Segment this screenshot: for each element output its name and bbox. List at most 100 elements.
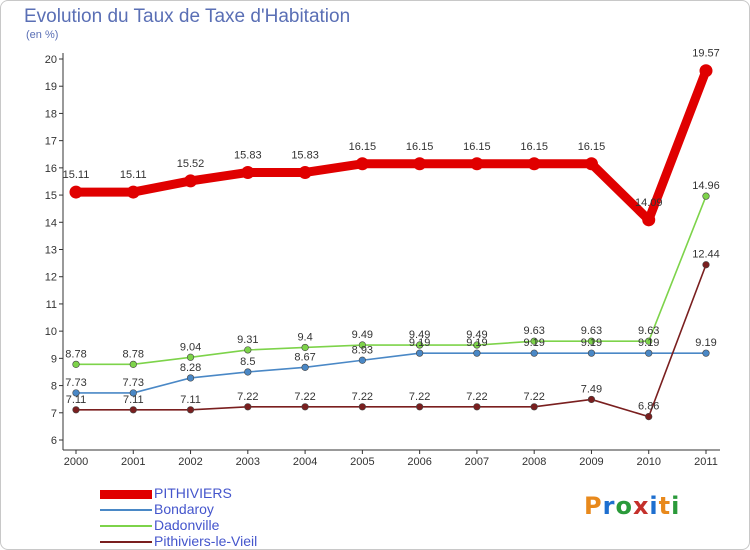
data-label-pithiviers-le-vieil: 7.22 xyxy=(466,391,487,403)
x-tick-label: 2004 xyxy=(293,456,317,468)
legend-swatch xyxy=(100,525,152,527)
series-line-bondaroy xyxy=(75,352,707,394)
data-label-bondaroy: 9.19 xyxy=(409,337,430,349)
data-label-bondaroy: 8.5 xyxy=(240,356,255,368)
legend-swatch xyxy=(100,509,152,511)
data-label-pithiviers-le-vieil: 7.22 xyxy=(237,391,258,403)
data-point-pithiviers xyxy=(241,165,255,179)
data-label-pithiviers: 15.11 xyxy=(120,169,147,181)
data-point-pithiviers-le-vieil xyxy=(702,261,710,269)
data-label-pithiviers-le-vieil: 6.86 xyxy=(638,401,659,413)
data-point-bondaroy xyxy=(702,349,710,357)
data-label-pithiviers: 16.15 xyxy=(349,141,377,153)
series-line-pithiviers-le-vieil xyxy=(75,263,707,418)
data-point-pithiviers-le-vieil xyxy=(587,395,596,404)
data-label-pithiviers: 15.83 xyxy=(291,149,319,161)
data-label-pithiviers-le-vieil: 7.11 xyxy=(180,394,201,406)
data-point-dadonville xyxy=(72,360,80,368)
data-label-dadonville: 9.49 xyxy=(409,329,430,341)
y-tick-label: 8 xyxy=(51,381,57,393)
x-tick-label: 2001 xyxy=(121,456,145,468)
x-tick-label: 2005 xyxy=(350,456,374,468)
data-point-dadonville xyxy=(587,337,596,345)
x-tick-label: 2010 xyxy=(636,456,660,468)
data-point-pithiviers xyxy=(470,157,484,171)
data-label-pithiviers-le-vieil: 7.49 xyxy=(581,383,602,395)
data-point-pithiviers xyxy=(126,185,140,199)
data-label-pithiviers-le-vieil: 7.22 xyxy=(294,391,315,403)
data-point-pithiviers-le-vieil xyxy=(186,406,195,414)
data-point-pithiviers xyxy=(298,165,312,179)
y-tick-label: 6 xyxy=(51,435,57,447)
y-tick-label: 11 xyxy=(46,299,57,311)
data-point-dadonville xyxy=(244,346,252,354)
data-label-pithiviers: 16.15 xyxy=(520,141,548,153)
chart-unit-label: (en %) xyxy=(26,29,59,41)
data-label-pithiviers: 19.57 xyxy=(692,48,720,60)
data-label-pithiviers: 14.09 xyxy=(635,197,663,209)
data-point-pithiviers xyxy=(642,213,656,227)
data-label-pithiviers-le-vieil: 7.22 xyxy=(409,391,430,403)
data-label-dadonville: 8.78 xyxy=(123,348,144,360)
y-tick-label: 15 xyxy=(45,190,57,202)
logo-letter: o xyxy=(615,492,633,520)
data-point-pithiviers xyxy=(355,157,369,171)
data-label-dadonville: 9.4 xyxy=(297,331,312,343)
data-point-dadonville xyxy=(129,360,137,368)
y-tick-label: 18 xyxy=(45,108,57,120)
data-label-dadonville: 9.04 xyxy=(180,341,201,353)
data-label-dadonville: 9.63 xyxy=(638,325,659,337)
data-label-bondaroy: 9.19 xyxy=(638,337,659,349)
logo-letter: i xyxy=(671,492,681,520)
data-label-pithiviers: 16.15 xyxy=(578,141,606,153)
legend-label: Bondaroy xyxy=(154,501,214,517)
logo-letter: r xyxy=(602,492,616,520)
data-point-pithiviers xyxy=(184,174,198,188)
data-point-bondaroy xyxy=(358,356,366,364)
data-point-pithiviers-le-vieil xyxy=(645,412,653,421)
data-point-bondaroy xyxy=(244,368,252,376)
data-point-pithiviers xyxy=(584,157,598,171)
data-point-dadonville xyxy=(416,341,424,349)
data-label-bondaroy: 8.28 xyxy=(180,362,201,374)
legend-swatch xyxy=(100,489,152,499)
logo-letter: i xyxy=(649,492,659,520)
data-point-pithiviers xyxy=(69,185,83,199)
data-point-bondaroy xyxy=(129,389,137,397)
data-point-dadonville xyxy=(530,337,538,345)
data-label-dadonville: 14.96 xyxy=(692,180,720,192)
data-point-pithiviers-le-vieil xyxy=(416,403,424,411)
logo-letter: x xyxy=(632,492,650,520)
data-label-dadonville: 9.63 xyxy=(523,325,544,337)
data-label-pithiviers: 16.15 xyxy=(463,141,491,153)
data-label-dadonville: 8.78 xyxy=(65,348,86,360)
x-tick-label: 2011 xyxy=(694,456,718,468)
data-label-pithiviers-le-vieil: 7.11 xyxy=(123,394,144,406)
legend-label: Dadonville xyxy=(154,517,220,533)
x-tick-label: 2007 xyxy=(465,456,489,468)
data-point-bondaroy xyxy=(72,389,80,397)
data-point-pithiviers xyxy=(527,157,541,171)
data-label-bondaroy: 7.73 xyxy=(65,377,86,389)
y-tick-label: 13 xyxy=(45,245,57,257)
data-point-bondaroy xyxy=(645,349,653,357)
proxiti-logo: Proxiti xyxy=(584,492,680,520)
data-label-pithiviers-le-vieil: 7.22 xyxy=(352,391,373,403)
y-tick-label: 20 xyxy=(45,54,57,66)
data-point-bondaroy xyxy=(587,349,596,357)
data-label-bondaroy: 9.19 xyxy=(695,337,716,349)
legend-swatch xyxy=(100,541,152,543)
data-point-pithiviers xyxy=(413,157,427,171)
y-tick-label: 9 xyxy=(51,353,57,365)
chart-title: Evolution du Taux de Taxe d'Habitation xyxy=(24,6,351,27)
data-label-pithiviers: 16.15 xyxy=(406,141,434,153)
data-point-pithiviers-le-vieil xyxy=(244,403,252,411)
data-label-bondaroy: 7.73 xyxy=(123,377,144,389)
legend-label: Pithiviers-le-Vieil xyxy=(154,533,258,549)
data-point-pithiviers xyxy=(699,64,713,78)
x-tick-label: 2003 xyxy=(236,456,260,468)
y-tick-label: 16 xyxy=(45,163,57,175)
x-tick-label: 2009 xyxy=(579,456,603,468)
data-label-dadonville: 9.49 xyxy=(352,329,373,341)
y-tick-label: 10 xyxy=(45,326,57,338)
